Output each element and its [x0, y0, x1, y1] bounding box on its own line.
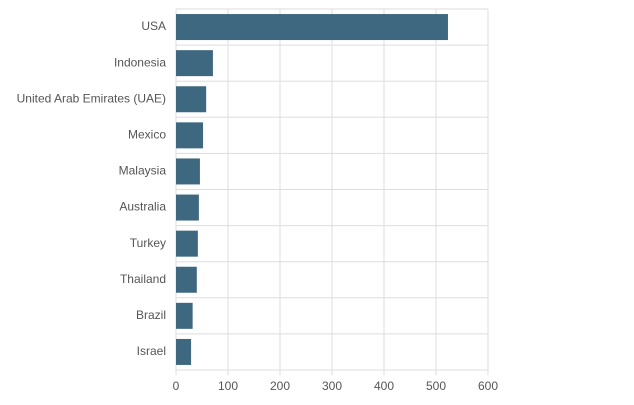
y-tick-label: Israel	[137, 344, 166, 358]
y-tick-label: Brazil	[136, 308, 166, 322]
x-tick-label: 300	[322, 379, 342, 393]
y-tick-label: Australia	[119, 200, 166, 214]
bar	[176, 158, 200, 185]
bar	[176, 50, 213, 77]
bar	[176, 266, 197, 293]
x-tick-label: 400	[374, 379, 394, 393]
x-tick-label: 500	[426, 379, 446, 393]
y-tick-label: Turkey	[130, 236, 166, 250]
bar	[176, 302, 193, 329]
x-tick-label: 100	[218, 379, 238, 393]
x-tick-label: 600	[478, 379, 498, 393]
x-tick-label: 200	[270, 379, 290, 393]
bar	[176, 86, 207, 113]
bar	[176, 14, 448, 41]
y-tick-label: Indonesia	[114, 55, 166, 69]
y-tick-label: USA	[141, 19, 166, 33]
bar	[176, 122, 204, 149]
y-tick-label: United Arab Emirates (UAE)	[17, 91, 166, 105]
x-tick-label: 0	[173, 379, 180, 393]
y-tick-label: Thailand	[120, 272, 166, 286]
y-tick-label: Mexico	[128, 128, 166, 142]
y-tick-label: Malaysia	[119, 164, 167, 178]
bar	[176, 230, 198, 257]
bar	[176, 194, 199, 221]
bar	[176, 338, 192, 365]
